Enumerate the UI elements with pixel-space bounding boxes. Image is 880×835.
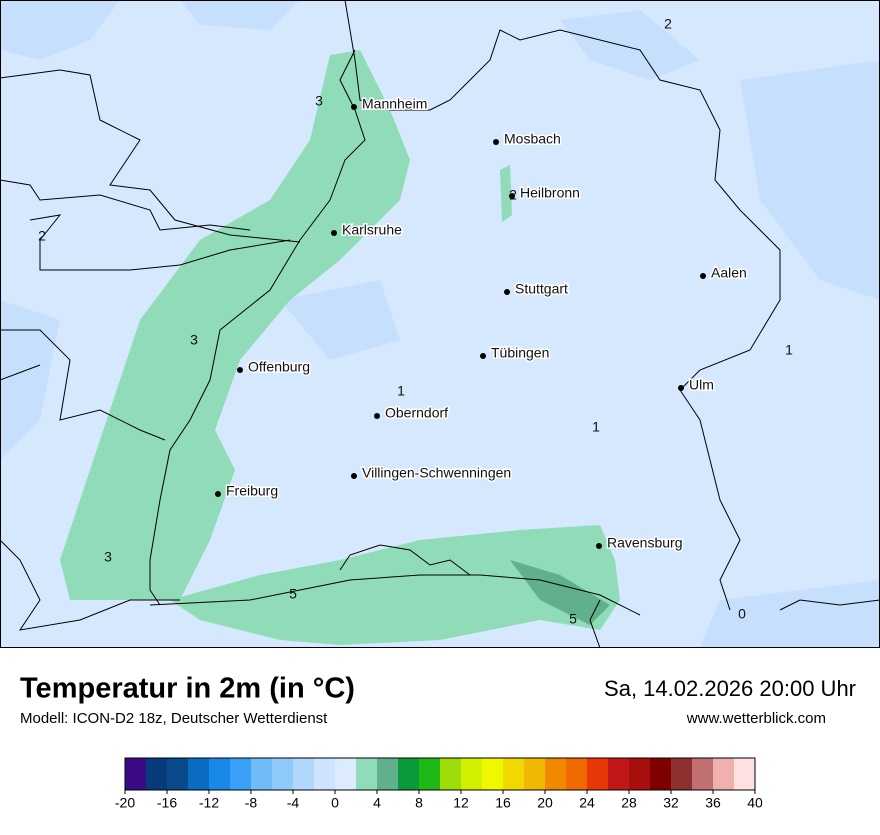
colorbar-swatch bbox=[671, 758, 693, 790]
colorbar-tick-label: -4 bbox=[287, 795, 300, 811]
colorbar-swatch bbox=[377, 758, 399, 790]
colorbar-swatch bbox=[398, 758, 420, 790]
title: Temperatur in 2m (in °C) bbox=[20, 673, 355, 705]
contour-label: 2 bbox=[38, 228, 46, 244]
borders bbox=[0, 0, 880, 649]
contour-label-layer: 2 3 2 3 1 1 1 3 5 5 0 2 bbox=[38, 16, 793, 627]
city-dot bbox=[509, 193, 515, 199]
city-label: Karlsruhe bbox=[342, 222, 402, 238]
colorbar-swatch bbox=[587, 758, 609, 790]
colorbar: -20 -16 -12 -8 -4 0 4 8 12 16 20 24 28 32 36 40 bbox=[115, 757, 763, 811]
colorbar-swatch bbox=[545, 758, 567, 790]
contour-label: 2 bbox=[509, 187, 517, 203]
city-label: Stuttgart bbox=[515, 281, 568, 297]
colorbar-swatch bbox=[503, 758, 525, 790]
colorbar-swatch bbox=[482, 758, 504, 790]
subtitle: Modell: ICON-D2 18z, Deutscher Wetterdie… bbox=[20, 710, 328, 727]
colorbar-tick-label: -16 bbox=[157, 795, 177, 811]
colorbar-swatch bbox=[461, 758, 483, 790]
datetime: Sa, 14.02.2026 20:00 Uhr bbox=[604, 676, 856, 701]
colorbar-tick-label: 12 bbox=[453, 795, 469, 811]
colorbar-swatch bbox=[230, 758, 252, 790]
city-label: Heilbronn bbox=[520, 185, 580, 201]
colorbar-tick-label: 8 bbox=[415, 795, 423, 811]
city-dot bbox=[678, 385, 684, 391]
contour-label: 3 bbox=[315, 93, 323, 109]
colorbar-swatch bbox=[440, 758, 462, 790]
contour-label: 1 bbox=[785, 342, 793, 358]
warmer-lake-area bbox=[510, 560, 610, 625]
city-dot bbox=[700, 273, 706, 279]
colorbar-tick-label: 40 bbox=[747, 795, 763, 811]
city-dot bbox=[237, 367, 243, 373]
colorbar-swatch bbox=[146, 758, 168, 790]
city-label: Mosbach bbox=[504, 131, 561, 147]
warm-lake-area bbox=[170, 525, 620, 645]
contour-label: 1 bbox=[592, 419, 600, 435]
contour-label: 3 bbox=[104, 549, 112, 565]
colorbar-swatch bbox=[524, 758, 546, 790]
city-layer: Mannheim Mosbach Heilbronn Karlsruhe Stuttga… bbox=[215, 94, 748, 552]
colorbar-swatch bbox=[608, 758, 630, 790]
contour-label: 5 bbox=[289, 586, 297, 602]
colorbar-swatch bbox=[419, 758, 441, 790]
city-label: Villingen-Schwenningen bbox=[362, 465, 511, 481]
city-label: Mannheim bbox=[362, 96, 427, 112]
city-dot bbox=[480, 353, 486, 359]
city-label: Freiburg bbox=[226, 483, 278, 499]
colorbar-tick-label: 24 bbox=[579, 795, 595, 811]
colorbar-swatch bbox=[125, 758, 147, 790]
colorbar-tick-label: 0 bbox=[331, 795, 339, 811]
colorbar-swatch bbox=[335, 758, 357, 790]
website: www.wetterblick.com bbox=[686, 710, 826, 727]
city-label: Aalen bbox=[711, 265, 747, 281]
colorbar-tick-label: -12 bbox=[199, 795, 219, 811]
contour-label: 0 bbox=[738, 606, 746, 622]
contour-label: 3 bbox=[190, 332, 198, 348]
colorbar-frame bbox=[124, 757, 756, 791]
contour-label: 2 bbox=[664, 16, 672, 32]
colorbar-swatch bbox=[713, 758, 735, 790]
city-label: Tübingen bbox=[491, 345, 549, 361]
city-dot bbox=[374, 413, 380, 419]
city-dot bbox=[351, 104, 357, 110]
colorbar-tick-label: 28 bbox=[621, 795, 637, 811]
warm-neckar-area bbox=[500, 165, 512, 222]
colorbar-tick-label: 16 bbox=[495, 795, 511, 811]
colorbar-tick-label: 20 bbox=[537, 795, 553, 811]
map: Mannheim Mosbach Heilbronn Karlsruhe Stuttga… bbox=[0, 0, 880, 649]
colorbar-tick-label: 32 bbox=[663, 795, 679, 811]
colorbar-swatch bbox=[209, 758, 231, 790]
colorbar-swatch bbox=[692, 758, 714, 790]
city-label: Oberndorf bbox=[385, 405, 448, 421]
colorbar-swatch bbox=[650, 758, 672, 790]
city-label: Ravensburg bbox=[607, 535, 683, 551]
city-dot bbox=[215, 491, 221, 497]
colorbar-tick-label: -8 bbox=[245, 795, 258, 811]
city-dot bbox=[596, 543, 602, 549]
colorbar-tick-label: -20 bbox=[115, 795, 135, 811]
city-dot bbox=[504, 289, 510, 295]
contour-label: 1 bbox=[397, 383, 405, 399]
colorbar-swatch bbox=[734, 758, 756, 790]
colorbar-swatch bbox=[293, 758, 315, 790]
contour-label: 5 bbox=[569, 611, 577, 627]
colorbar-swatch bbox=[566, 758, 588, 790]
city-label: Offenburg bbox=[248, 359, 310, 375]
colorbar-swatch bbox=[356, 758, 378, 790]
colorbar-tick-label: 36 bbox=[705, 795, 721, 811]
colorbar-swatch bbox=[251, 758, 273, 790]
colorbar-swatch bbox=[272, 758, 294, 790]
city-dot bbox=[351, 473, 357, 479]
colorbar-tick-label: 4 bbox=[373, 795, 381, 811]
colorbar-swatch bbox=[629, 758, 651, 790]
colorbar-swatch bbox=[167, 758, 189, 790]
warm-rhine-area bbox=[60, 50, 410, 600]
city-label: Ulm bbox=[689, 377, 714, 393]
colorbar-swatch bbox=[314, 758, 336, 790]
city-dot bbox=[493, 139, 499, 145]
colorbar-swatch bbox=[188, 758, 210, 790]
city-dot bbox=[331, 230, 337, 236]
